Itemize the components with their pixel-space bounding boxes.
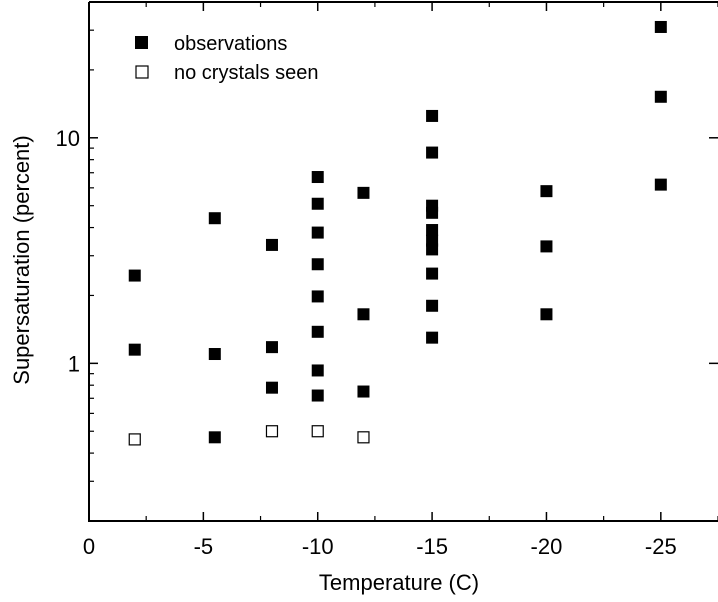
legend-marker-observations <box>135 36 148 49</box>
data-point-observations <box>208 348 221 361</box>
x-axis: 0 -5 -10 -15 -20 -25 <box>83 2 718 559</box>
data-point-observations <box>357 385 370 398</box>
data-point-observations <box>311 258 324 271</box>
data-point-observations <box>311 389 324 402</box>
x-tick-label: -25 <box>645 534 677 559</box>
data-point-observations <box>208 212 221 225</box>
data-point-observations <box>208 431 221 444</box>
x-axis-title: Temperature (C) <box>319 570 479 595</box>
data-point-observations <box>426 224 439 237</box>
data-point-observations <box>540 185 553 198</box>
data-point-observations <box>540 308 553 321</box>
data-point-observations <box>654 90 667 103</box>
data-point-observations <box>426 146 439 159</box>
data-point-observations <box>311 171 324 184</box>
data-point-observations <box>426 206 439 219</box>
data-point-observations <box>265 238 278 251</box>
x-tick-label: -10 <box>302 534 334 559</box>
legend-label-observations: observations <box>174 33 287 55</box>
data-points <box>128 20 667 446</box>
data-point-observations <box>311 197 324 210</box>
data-point-observations <box>654 20 667 33</box>
y-tick-label: 1 <box>68 351 80 376</box>
data-point-no-crystals-seen <box>357 431 370 444</box>
data-point-observations <box>311 290 324 303</box>
data-point-observations <box>128 343 141 356</box>
y-axis-title: Supersaturation (percent) <box>9 135 34 384</box>
y-axis: 1 10 <box>56 29 718 522</box>
data-point-no-crystals-seen <box>265 425 279 438</box>
data-point-observations <box>426 267 439 280</box>
data-point-observations <box>426 299 439 312</box>
x-tick-label: 0 <box>83 534 95 559</box>
x-tick-label: -5 <box>194 534 214 559</box>
x-tick-label: -15 <box>416 534 448 559</box>
legend: observations no crystals seen <box>135 33 319 84</box>
data-point-observations <box>426 331 439 344</box>
data-point-observations <box>128 269 141 282</box>
data-point-no-crystals-seen <box>128 433 141 446</box>
data-point-observations <box>311 325 324 338</box>
data-point-observations <box>357 308 370 321</box>
y-tick-label: 10 <box>56 126 80 151</box>
data-point-observations <box>654 178 667 191</box>
legend-label-no-crystals-seen: no crystals seen <box>174 62 319 84</box>
data-point-observations <box>311 226 324 239</box>
x-tick-label: -20 <box>531 534 563 559</box>
data-point-observations <box>265 341 278 354</box>
data-point-observations <box>540 240 553 253</box>
data-point-observations <box>357 186 370 199</box>
data-point-observations <box>426 243 439 256</box>
data-point-observations <box>311 364 324 377</box>
legend-marker-no-crystals-seen <box>135 65 149 79</box>
data-point-observations <box>265 381 278 394</box>
data-point-no-crystals-seen <box>311 425 324 438</box>
data-point-observations <box>426 109 439 122</box>
